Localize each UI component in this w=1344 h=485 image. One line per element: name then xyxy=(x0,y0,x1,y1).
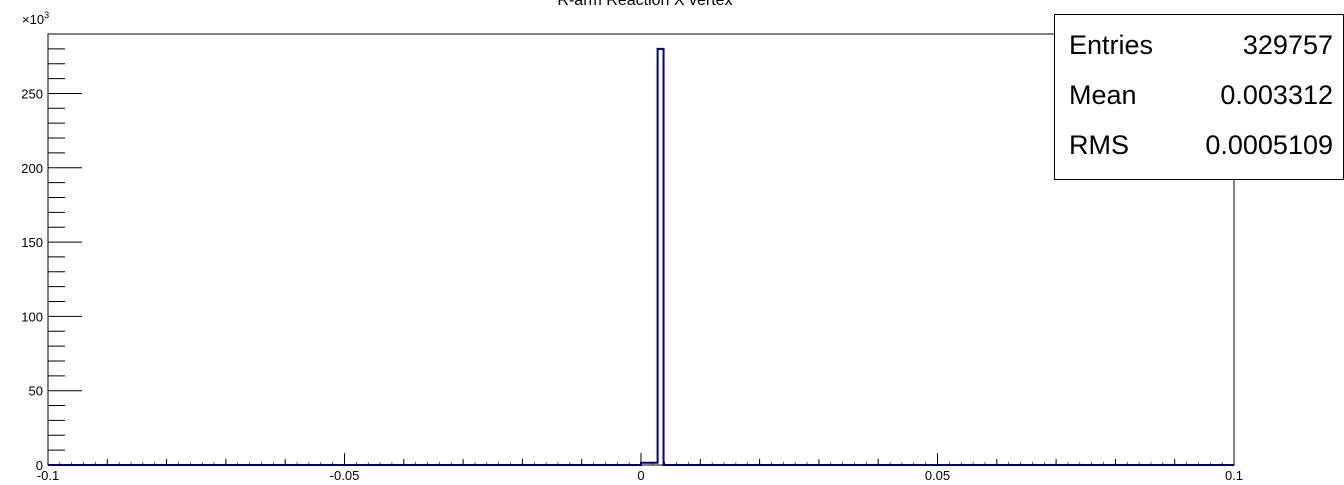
y-tick-label: 50 xyxy=(29,384,43,399)
stats-value: 0.003312 xyxy=(1220,80,1333,110)
stats-value: 329757 xyxy=(1242,30,1333,60)
y-multiplier: ×103 xyxy=(22,10,49,27)
chart-title: R-arm Reaction X vertex xyxy=(557,0,733,9)
y-tick-label: 0 xyxy=(36,458,43,473)
y-tick-label: 100 xyxy=(21,309,43,324)
x-tick-label: -0.05 xyxy=(330,468,360,483)
x-tick-label: 0.1 xyxy=(1225,468,1243,483)
x-tick-label: 0.05 xyxy=(925,468,950,483)
y-tick-label: 150 xyxy=(21,235,43,250)
histogram-series xyxy=(48,47,1234,466)
y-tick-label: 250 xyxy=(21,86,43,101)
stats-box: Entries 329757 Mean 0.003312 RMS 0.00051… xyxy=(1054,14,1344,180)
stats-row-entries: Entries 329757 xyxy=(1055,20,1343,70)
stats-label: Entries xyxy=(1069,30,1154,60)
stats-label: Mean xyxy=(1069,80,1137,110)
stats-label: RMS xyxy=(1069,130,1129,160)
y-axis: 0 50 100 150 200 250 xyxy=(21,33,82,473)
stats-row-rms: RMS 0.0005109 xyxy=(1055,120,1343,170)
stats-value: 0.0005109 xyxy=(1205,130,1333,160)
x-tick-label: 0 xyxy=(637,468,644,483)
y-tick-label: 200 xyxy=(21,161,43,176)
x-axis: -0.1 -0.05 0 0.05 0.1 xyxy=(37,453,1243,483)
x-tick-label: -0.1 xyxy=(37,468,59,483)
stats-row-mean: Mean 0.003312 xyxy=(1055,70,1343,120)
